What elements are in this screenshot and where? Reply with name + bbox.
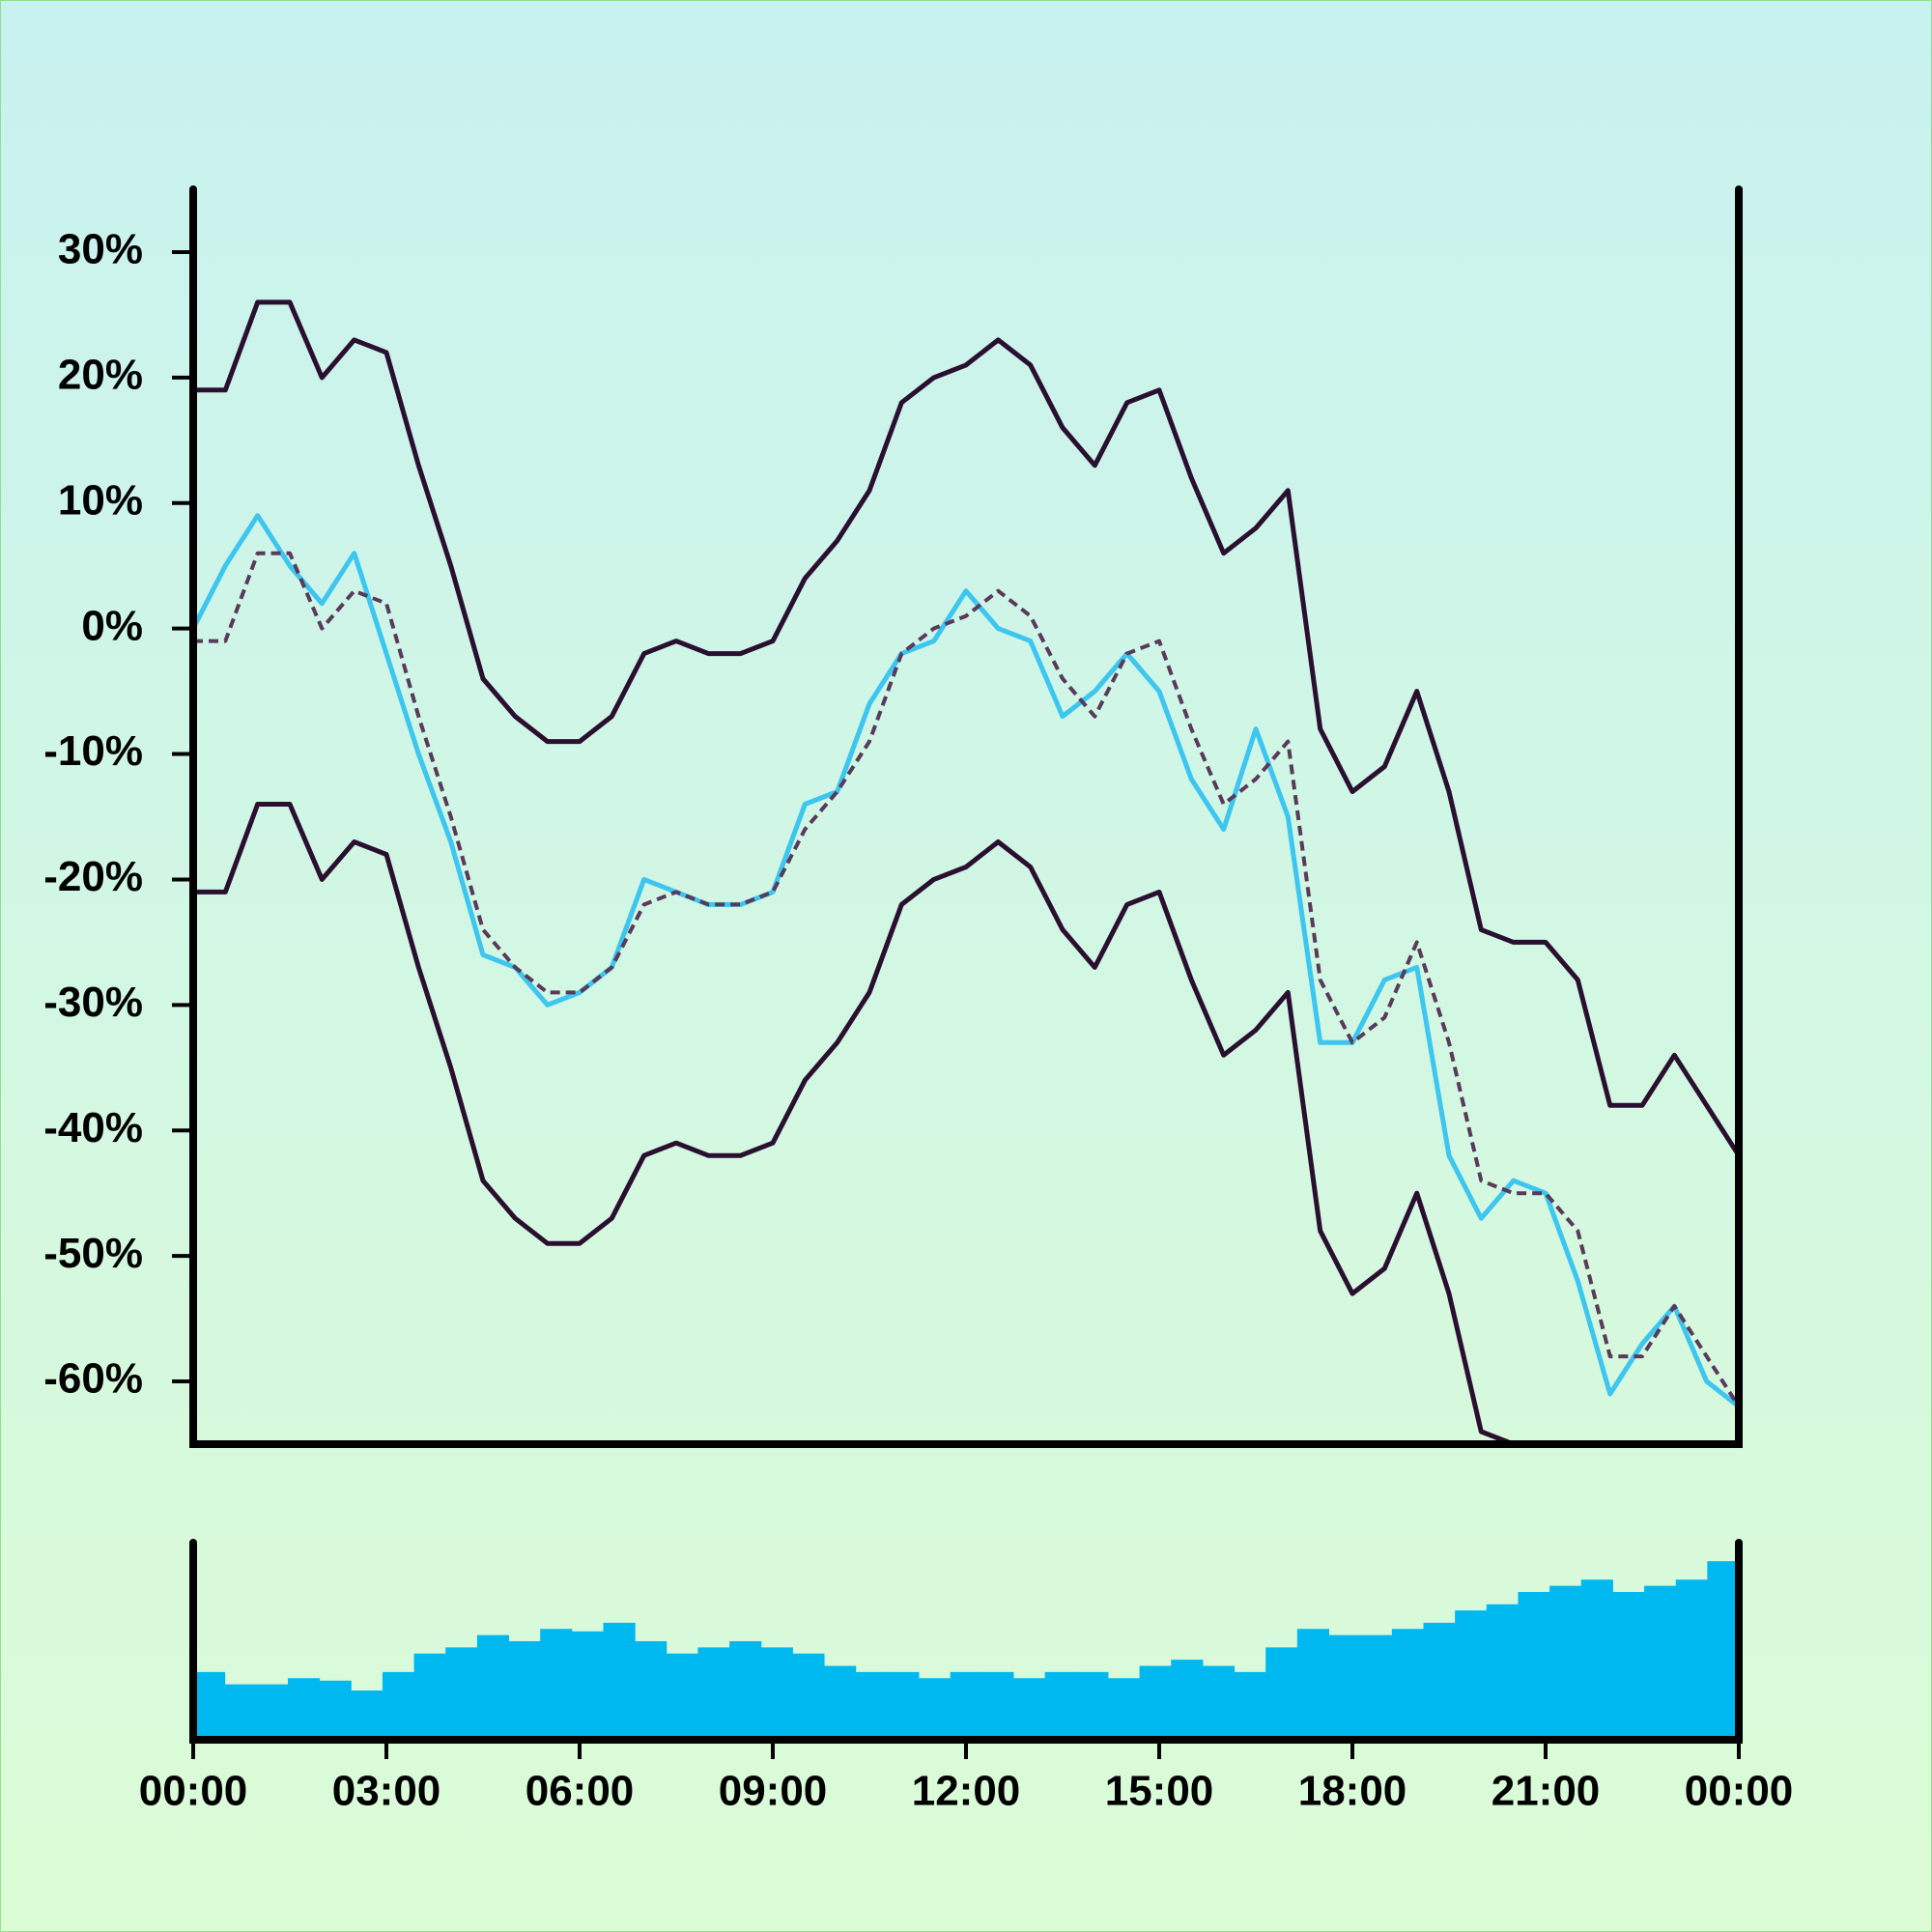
- volume-bar: [603, 1622, 636, 1740]
- volume-bar: [1612, 1592, 1645, 1740]
- x-tick-label: 18:00: [1298, 1768, 1407, 1815]
- axis-frame: [189, 1539, 1743, 1744]
- volume-bar: [1549, 1585, 1582, 1740]
- x-tick-label: 00:00: [1685, 1768, 1794, 1815]
- volume-bar: [1486, 1604, 1519, 1740]
- volume-bar: [508, 1641, 541, 1740]
- x-tick-label: 12:00: [912, 1768, 1021, 1815]
- y-tick-label: -50%: [43, 1230, 143, 1277]
- volume-bar: [1580, 1579, 1613, 1740]
- volume-bar: [1076, 1671, 1109, 1740]
- x-tick-label: 06:00: [526, 1768, 635, 1815]
- volume-bar: [1360, 1634, 1393, 1740]
- volume-bar: [1644, 1585, 1677, 1740]
- volume-bar: [1171, 1660, 1204, 1740]
- y-tick-label: -20%: [43, 853, 143, 900]
- volume-bar: [1328, 1634, 1361, 1740]
- y-tick-label: -40%: [43, 1104, 143, 1151]
- series-line: [193, 802, 1549, 1444]
- volume-bar: [1455, 1610, 1488, 1740]
- y-tick-label: -30%: [43, 979, 143, 1026]
- volume-bar: [1107, 1678, 1141, 1740]
- volume-bar: [1296, 1629, 1330, 1740]
- volume-bar: [1423, 1622, 1456, 1740]
- volume-bar: [981, 1671, 1014, 1740]
- volume-bar: [1265, 1647, 1298, 1740]
- volume-bar: [540, 1629, 573, 1740]
- volume-bar: [351, 1690, 384, 1740]
- volume-bar: [256, 1684, 289, 1740]
- volume-bar: [1044, 1671, 1077, 1740]
- y-tick-label: -60%: [43, 1355, 143, 1403]
- volume-bar: [1518, 1592, 1550, 1740]
- volume-bar: [193, 1671, 226, 1740]
- x-tick-label: 09:00: [719, 1768, 828, 1815]
- volume-bar: [287, 1678, 321, 1740]
- series-line: [193, 513, 1739, 1408]
- volume-bar: [1139, 1665, 1172, 1740]
- volume-bar: [445, 1647, 478, 1740]
- volume-bar: [824, 1665, 857, 1740]
- volume-bar: [1707, 1561, 1740, 1740]
- volume-bar: [760, 1647, 793, 1740]
- volume-bar: [697, 1647, 730, 1740]
- axis-frame: [189, 185, 1743, 1448]
- x-tick-label: 21:00: [1492, 1768, 1601, 1815]
- volume-bar: [319, 1680, 352, 1740]
- plot-area: [193, 299, 1739, 1444]
- y-tick-label: 0%: [81, 602, 143, 649]
- series-line: [193, 299, 1739, 1157]
- volume-bar: [666, 1653, 698, 1740]
- volume-bar: [413, 1653, 446, 1740]
- volume-bar: [1202, 1665, 1236, 1740]
- x-tick-label: 15:00: [1105, 1768, 1214, 1815]
- x-tick-label: 03:00: [332, 1768, 441, 1815]
- volume-bar: [382, 1671, 415, 1740]
- volume-bar: [476, 1634, 510, 1740]
- volume-bar: [224, 1684, 257, 1740]
- y-tick-label: -10%: [43, 727, 143, 775]
- series-line: [193, 551, 1739, 1408]
- x-tick-label: 00:00: [139, 1768, 248, 1815]
- volume-bar: [919, 1678, 952, 1740]
- volume-bar: [571, 1631, 604, 1740]
- volume-bar: [1234, 1671, 1266, 1740]
- volume-bar: [1675, 1579, 1708, 1740]
- volume-bar: [950, 1671, 982, 1740]
- volume-bar: [887, 1671, 920, 1740]
- y-tick-label: 20%: [58, 351, 143, 398]
- volume-bar: [855, 1671, 888, 1740]
- volume-bar: [1012, 1678, 1046, 1740]
- volume-bar: [729, 1641, 762, 1740]
- volume-bar: [635, 1641, 668, 1740]
- volume-bar: [792, 1653, 825, 1740]
- y-tick-label: 30%: [58, 226, 143, 273]
- volume-bar: [1391, 1629, 1424, 1740]
- y-tick-label: 10%: [58, 476, 143, 524]
